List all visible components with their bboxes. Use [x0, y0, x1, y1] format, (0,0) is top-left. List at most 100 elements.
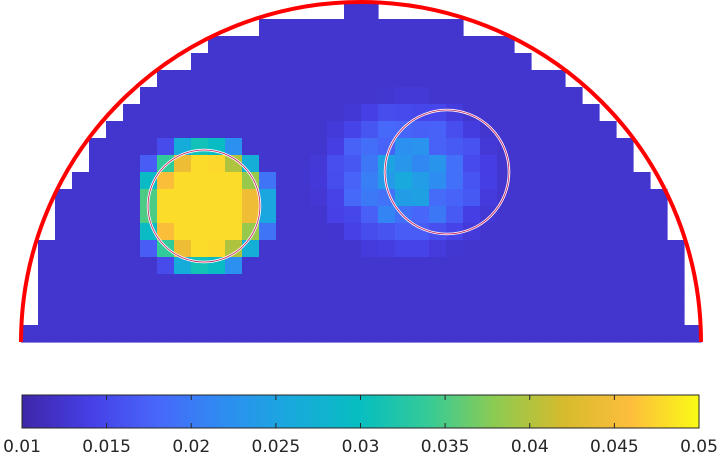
map-cell	[276, 121, 294, 139]
map-cell	[174, 240, 192, 258]
map-cell	[463, 325, 481, 343]
map-cell	[514, 121, 532, 139]
map-cell	[106, 189, 124, 207]
map-cell	[344, 240, 362, 258]
map-cell	[327, 274, 345, 292]
map-cell	[106, 138, 124, 156]
map-cell	[344, 291, 362, 309]
map-cell	[327, 138, 345, 156]
map-cell	[174, 257, 192, 275]
map-cell	[89, 291, 107, 309]
map-cell	[412, 138, 430, 156]
map-cell	[548, 240, 566, 258]
map-cell	[565, 172, 583, 190]
map-cell	[140, 121, 158, 139]
map-cell	[55, 325, 73, 343]
conductivity-map	[21, 2, 702, 343]
map-cell	[599, 155, 617, 173]
map-cell	[463, 206, 481, 224]
map-cell	[208, 206, 226, 224]
map-cell	[395, 257, 413, 275]
map-cell	[582, 291, 600, 309]
map-cell	[497, 206, 515, 224]
map-cell	[667, 325, 685, 343]
map-cell	[480, 70, 498, 88]
map-cell	[463, 36, 481, 54]
map-cell	[242, 138, 260, 156]
map-cell	[497, 172, 515, 190]
map-cell	[242, 155, 260, 173]
map-cell	[191, 325, 209, 343]
map-cell	[225, 308, 243, 326]
map-cell	[344, 138, 362, 156]
map-cell	[565, 206, 583, 224]
map-cell	[293, 325, 311, 343]
map-cell	[123, 138, 141, 156]
map-cell	[565, 291, 583, 309]
map-cell	[310, 189, 328, 207]
map-cell	[616, 172, 634, 190]
map-cell	[395, 87, 413, 105]
map-cell	[225, 70, 243, 88]
map-cell	[514, 223, 532, 241]
map-cell	[191, 257, 209, 275]
map-cell	[565, 87, 583, 105]
map-cell	[293, 206, 311, 224]
map-cell	[361, 257, 379, 275]
map-cell	[650, 189, 668, 207]
map-cell	[191, 223, 209, 241]
map-cell	[463, 240, 481, 258]
map-cell	[565, 325, 583, 343]
map-cell	[531, 138, 549, 156]
map-cell	[412, 325, 430, 343]
map-cell	[616, 240, 634, 258]
map-cell	[344, 308, 362, 326]
map-cell	[548, 257, 566, 275]
map-cell	[225, 206, 243, 224]
map-cell	[463, 189, 481, 207]
map-cell	[293, 189, 311, 207]
map-cell	[446, 206, 464, 224]
map-cell	[412, 257, 430, 275]
map-cell	[633, 206, 651, 224]
map-cell	[276, 189, 294, 207]
map-cell	[463, 138, 481, 156]
map-cell	[174, 172, 192, 190]
map-cell	[446, 325, 464, 343]
map-cell	[582, 121, 600, 139]
map-cell	[344, 189, 362, 207]
map-cell	[174, 138, 192, 156]
map-cell	[565, 223, 583, 241]
map-cell	[310, 240, 328, 258]
map-cell	[225, 274, 243, 292]
map-cell	[38, 325, 56, 343]
map-cell	[123, 121, 141, 139]
map-cell	[72, 291, 90, 309]
map-cell	[191, 206, 209, 224]
map-cell	[123, 206, 141, 224]
map-cell	[72, 206, 90, 224]
map-cell	[446, 70, 464, 88]
map-cell	[599, 325, 617, 343]
map-cell	[497, 257, 515, 275]
map-cell	[684, 325, 702, 343]
map-cell	[565, 155, 583, 173]
map-cell	[225, 36, 243, 54]
map-cell	[344, 87, 362, 105]
map-cell	[157, 104, 175, 122]
map-cell	[208, 240, 226, 258]
map-cell	[55, 308, 73, 326]
map-cell	[378, 104, 396, 122]
map-cell	[480, 240, 498, 258]
map-cell	[38, 308, 56, 326]
map-cell	[140, 138, 158, 156]
map-cell	[208, 274, 226, 292]
map-cell	[191, 121, 209, 139]
map-cell	[157, 308, 175, 326]
map-cell	[293, 138, 311, 156]
map-cell	[157, 172, 175, 190]
map-cell	[21, 325, 39, 343]
map-cell	[89, 274, 107, 292]
map-cell	[242, 325, 260, 343]
map-cell	[55, 240, 73, 258]
